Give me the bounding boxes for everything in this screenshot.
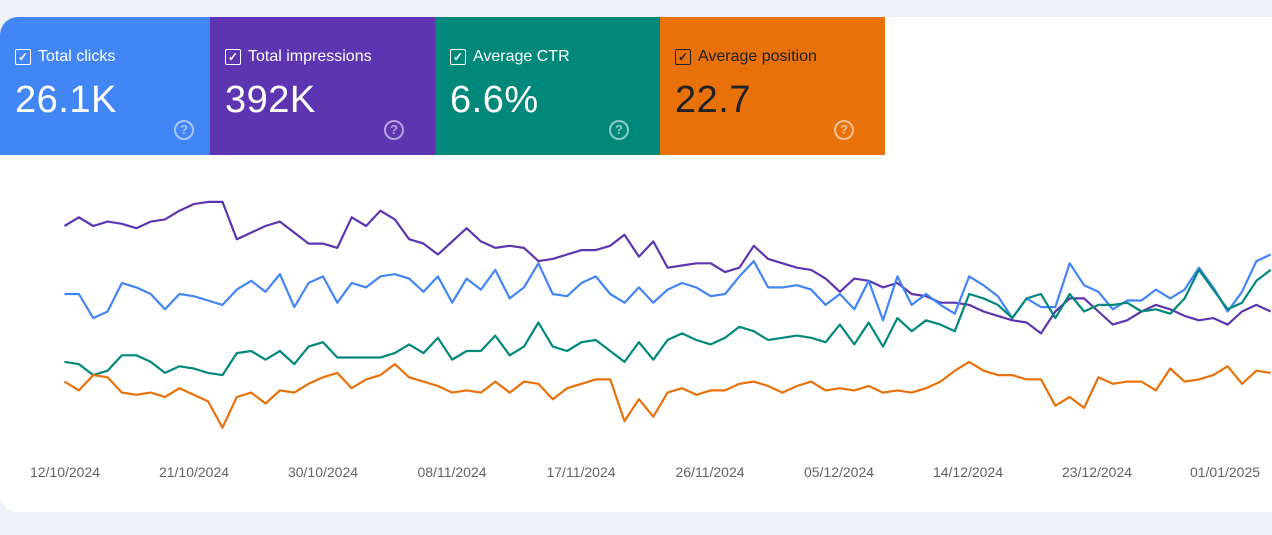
metric-card-position[interactable]: ✓ Average position 22.7 ? [660, 17, 885, 155]
metric-card-clicks[interactable]: ✓ Total clicks 26.1K ? [0, 17, 210, 155]
help-icon[interactable]: ? [834, 120, 854, 140]
x-tick-label: 12/10/2024 [29, 464, 101, 480]
performance-panel: ✓ Total clicks 26.1K ? ✓ Total impressions… [0, 17, 1272, 512]
card-value: 6.6% [450, 79, 539, 121]
card-title: Average position [698, 48, 817, 65]
x-tick-label: 23/12/2024 [1061, 464, 1133, 480]
checkbox-checked-icon[interactable]: ✓ [225, 49, 241, 65]
x-tick-label: 01/01/2025 [1189, 464, 1261, 480]
card-value: 22.7 [675, 79, 751, 121]
series-line-average-position[interactable] [63, 360, 1271, 429]
checkbox-checked-icon[interactable]: ✓ [675, 49, 691, 65]
card-label: ✓ Total impressions [225, 48, 372, 66]
metric-card-ctr[interactable]: ✓ Average CTR 6.6% ? [435, 17, 660, 155]
x-tick-label: 05/12/2024 [803, 464, 875, 480]
card-label: ✓ Average CTR [450, 48, 570, 66]
card-label: ✓ Average position [675, 48, 817, 66]
x-tick-label: 17/11/2024 [546, 464, 616, 480]
card-title: Average CTR [473, 48, 570, 65]
card-value: 392K [225, 79, 316, 121]
x-tick-label: 21/10/2024 [158, 464, 230, 480]
help-icon[interactable]: ? [174, 120, 194, 140]
metric-card-impressions[interactable]: ✓ Total impressions 392K ? [210, 17, 435, 155]
checkbox-checked-icon[interactable]: ✓ [15, 49, 31, 65]
x-tick-label: 14/12/2024 [932, 464, 1004, 480]
x-tick-label: 26/11/2024 [675, 464, 745, 480]
series-line-total-clicks[interactable] [64, 253, 1272, 322]
x-tick-label: 08/11/2024 [417, 464, 487, 480]
card-title: Total clicks [38, 48, 116, 65]
help-icon[interactable]: ? [384, 120, 404, 140]
series-line-total-impressions[interactable] [63, 200, 1272, 335]
x-tick-label: 30/10/2024 [287, 464, 359, 480]
checkbox-checked-icon[interactable]: ✓ [450, 49, 466, 65]
card-value: 26.1K [15, 79, 117, 121]
series-line-average-ctr[interactable] [64, 268, 1272, 377]
card-title: Total impressions [248, 48, 372, 65]
card-label: ✓ Total clicks [15, 48, 115, 66]
help-icon[interactable]: ? [609, 120, 629, 140]
